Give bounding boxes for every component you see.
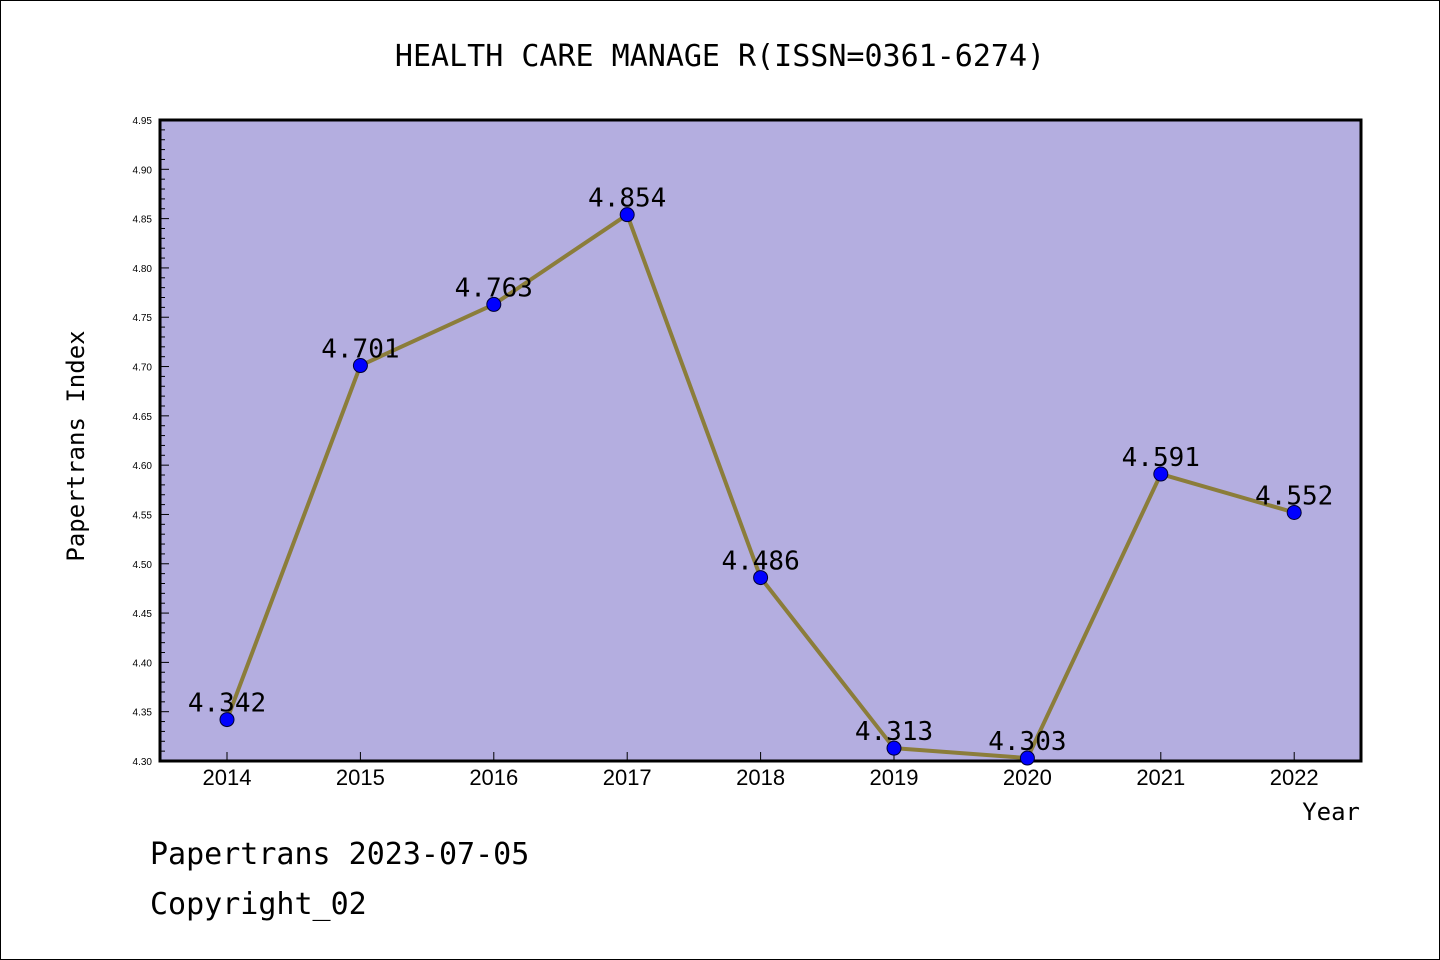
data-label: 4.591 — [1122, 443, 1200, 473]
x-tick-label: 2021 — [1136, 765, 1185, 790]
data-label: 4.701 — [321, 335, 399, 365]
data-point — [619, 207, 635, 223]
data-label: 4.486 — [721, 547, 799, 577]
data-point — [753, 570, 769, 586]
y-tick-label: 4.65 — [133, 412, 153, 423]
y-tick-label: 4.70 — [133, 363, 153, 374]
x-tick-label: 2022 — [1270, 765, 1319, 790]
x-axis-label: Year — [1302, 798, 1360, 826]
y-tick-label: 4.75 — [133, 313, 153, 324]
y-tick-label: 4.60 — [133, 461, 153, 472]
data-label: 4.854 — [588, 184, 666, 214]
y-tick-label: 4.85 — [133, 215, 153, 226]
data-markers — [219, 207, 1302, 766]
y-tick-label: 4.95 — [133, 116, 153, 127]
y-tick-label: 4.40 — [133, 658, 153, 669]
x-tick-label: 2020 — [1003, 765, 1052, 790]
y-axis-label: Papertrans Index — [62, 330, 90, 561]
data-label: 4.313 — [855, 717, 933, 747]
y-tick-label: 4.80 — [133, 264, 153, 275]
y-tick-label: 4.30 — [133, 757, 153, 768]
x-tick-label: 2017 — [603, 765, 652, 790]
data-point — [1286, 504, 1302, 520]
data-point — [352, 358, 368, 374]
y-tick-label: 4.35 — [133, 708, 153, 719]
footer-copyright: Copyright_02 — [150, 887, 367, 922]
data-point — [1153, 466, 1169, 482]
data-point — [886, 740, 902, 756]
x-tick-label: 2016 — [469, 765, 518, 790]
data-label: 4.342 — [188, 689, 266, 719]
y-tick-label: 4.90 — [133, 165, 153, 176]
plot-area — [158, 118, 1363, 763]
data-point — [219, 712, 235, 728]
y-tick-label: 4.45 — [133, 609, 153, 620]
data-label: 4.552 — [1255, 481, 1333, 511]
x-tick-label: 2019 — [870, 765, 919, 790]
data-point — [1019, 750, 1035, 766]
data-label: 4.303 — [988, 727, 1066, 757]
footer-date: Papertrans 2023-07-05 — [150, 837, 529, 872]
data-label: 4.763 — [455, 273, 533, 303]
x-tick-label: 2014 — [203, 765, 252, 790]
y-axis-ticks: 4.30 4.35 4.40 4.45 4.50 4.55 4.60 4.65 4.70 4.75… — [133, 116, 169, 768]
data-labels: 4.342 4.701 4.763 4.854 4.486 4.313 4.303 4.591… — [188, 184, 1333, 757]
data-point — [486, 296, 502, 312]
y-tick-label: 4.50 — [133, 560, 153, 571]
x-axis-ticks: 2014 2015 2016 2017 2018 2019 2020 2021 2022 — [203, 752, 1319, 790]
x-tick-label: 2018 — [736, 765, 785, 790]
x-tick-label: 2015 — [336, 765, 385, 790]
chart-title: HEALTH CARE MANAGE R(ISSN=0361-6274) — [395, 39, 1045, 74]
y-tick-label: 4.55 — [133, 510, 153, 521]
